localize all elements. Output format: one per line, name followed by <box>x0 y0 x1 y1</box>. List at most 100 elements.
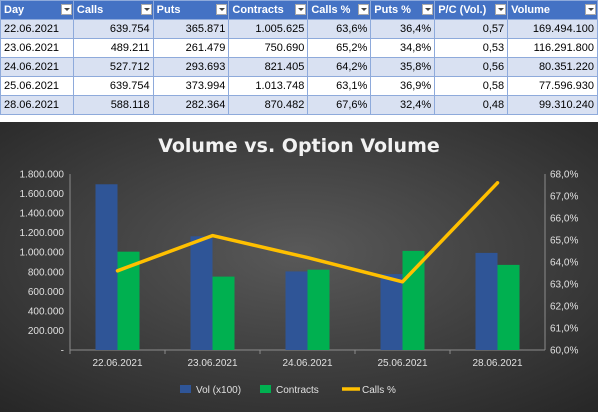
cell-puts[interactable]: 365.871 <box>152 19 230 39</box>
header-calls-pct[interactable]: Calls % <box>307 0 372 20</box>
line-point-calls-pct <box>401 280 404 284</box>
legend-label: Contracts <box>276 385 319 396</box>
header-label: P/C (Vol.) <box>438 4 487 16</box>
x-tick-label: 25.06.2021 <box>377 358 427 369</box>
plot-area: - 200.000 400.000 600.000 800.000 1.000.000 1.… <box>20 170 579 370</box>
cell-volume[interactable]: 77.596.930 <box>507 76 598 96</box>
legend-label: Vol (x100) <box>196 385 241 396</box>
header-day[interactable]: Day <box>0 0 74 20</box>
cell-volume[interactable]: 99.310.240 <box>507 95 598 115</box>
cell-puts[interactable]: 261.479 <box>152 38 230 58</box>
x-tick-label: 23.06.2021 <box>187 358 237 369</box>
cell-puts[interactable]: 373.994 <box>152 76 230 96</box>
table-row: 28.06.2021 588.118 282.364 870.482 67,6%… <box>0 95 598 115</box>
cell-volume[interactable]: 169.494.100 <box>507 19 598 39</box>
cell-contracts[interactable]: 1.005.625 <box>228 19 309 39</box>
cell-calls[interactable]: 588.118 <box>72 95 154 115</box>
filter-dropdown-icon[interactable] <box>140 4 152 15</box>
header-label: Puts <box>156 4 181 16</box>
header-calls[interactable]: Calls <box>72 0 154 20</box>
cell-volume[interactable]: 116.291.800 <box>507 38 598 58</box>
cell-pc-vol[interactable]: 0,48 <box>434 95 509 115</box>
combo-chart[interactable]: Volume vs. Option Volume - 200.000 400.000… <box>0 122 598 412</box>
cell-puts[interactable]: 293.693 <box>152 57 230 77</box>
chart-legend: Vol (x100) Contracts Calls % <box>180 385 396 396</box>
cell-contracts[interactable]: 1.013.748 <box>228 76 309 96</box>
cell-calls[interactable]: 527.712 <box>72 57 154 77</box>
y-left-tick-label: 1.600.000 <box>20 189 65 200</box>
y-right-tick-label: 67,0% <box>550 192 578 203</box>
filter-dropdown-icon[interactable] <box>585 4 596 15</box>
cell-contracts[interactable]: 750.690 <box>228 38 309 58</box>
y-right-tick-label: 65,0% <box>550 236 578 247</box>
filter-dropdown-icon[interactable] <box>216 4 228 15</box>
cell-pc-vol[interactable]: 0,58 <box>434 76 509 96</box>
header-contracts[interactable]: Contracts <box>228 0 309 20</box>
chart-canvas: Volume vs. Option Volume - 200.000 400.000… <box>0 122 598 412</box>
bar-contracts <box>402 250 425 350</box>
cell-puts-pct[interactable]: 32,4% <box>370 95 436 115</box>
cell-pc-vol[interactable]: 0,57 <box>434 19 509 39</box>
header-label: Calls <box>76 4 104 16</box>
data-table-region: Day Calls Puts Contracts Calls % Puts % … <box>0 0 598 122</box>
cell-puts-pct[interactable]: 35,8% <box>370 57 436 77</box>
x-tick-label: 28.06.2021 <box>472 358 522 369</box>
bar-vol-x100 <box>475 252 498 350</box>
y-right-tick-label: 60,0% <box>550 346 578 357</box>
y-left-tick-label: 1.000.000 <box>20 248 65 259</box>
x-tick-label: 24.06.2021 <box>282 358 332 369</box>
cell-calls[interactable]: 639.754 <box>72 76 154 96</box>
filter-dropdown-icon[interactable] <box>60 4 72 15</box>
cell-contracts[interactable]: 870.482 <box>228 95 309 115</box>
bar-vol-x100 <box>95 184 118 350</box>
y-left-tick-label: 400.000 <box>28 306 65 317</box>
table-row: 22.06.2021 639.754 365.871 1.005.625 63,… <box>0 19 598 39</box>
cell-day[interactable]: 25.06.2021 <box>0 76 74 96</box>
header-pc-vol[interactable]: P/C (Vol.) <box>434 0 509 20</box>
header-puts-pct[interactable]: Puts % <box>370 0 436 20</box>
cell-puts[interactable]: 282.364 <box>152 95 230 115</box>
y-left-tick-label: - <box>61 346 64 357</box>
table-header-row: Day Calls Puts Contracts Calls % Puts % … <box>0 0 598 20</box>
line-point-calls-pct <box>116 269 119 273</box>
bar-vol-x100 <box>380 274 403 350</box>
y-right-tick-label: 61,0% <box>550 324 578 335</box>
cell-calls-pct[interactable]: 65,2% <box>307 38 372 58</box>
bar-contracts <box>307 269 330 350</box>
cell-puts-pct[interactable]: 34,8% <box>370 38 436 58</box>
x-tick-label: 22.06.2021 <box>92 358 142 369</box>
cell-pc-vol[interactable]: 0,53 <box>434 38 509 58</box>
cell-calls[interactable]: 489.211 <box>72 38 154 58</box>
cell-calls-pct[interactable]: 63,1% <box>307 76 372 96</box>
cell-pc-vol[interactable]: 0,56 <box>434 57 509 77</box>
cell-day[interactable]: 23.06.2021 <box>0 38 74 58</box>
cell-calls-pct[interactable]: 67,6% <box>307 95 372 115</box>
bar-vol-x100 <box>285 271 308 350</box>
y-right-tick-label: 64,0% <box>550 258 578 269</box>
cell-calls-pct[interactable]: 63,6% <box>307 19 372 39</box>
cell-calls[interactable]: 639.754 <box>72 19 154 39</box>
y-right-tick-label: 62,0% <box>550 302 578 313</box>
cell-volume[interactable]: 80.351.220 <box>507 57 598 77</box>
table-row: 23.06.2021 489.211 261.479 750.690 65,2%… <box>0 38 598 58</box>
filter-dropdown-icon[interactable] <box>422 4 434 15</box>
cell-calls-pct[interactable]: 64,2% <box>307 57 372 77</box>
table-row: 24.06.2021 527.712 293.693 821.405 64,2%… <box>0 57 598 77</box>
legend-swatch <box>180 385 191 393</box>
options-data-table: Day Calls Puts Contracts Calls % Puts % … <box>0 0 598 115</box>
filter-dropdown-icon[interactable] <box>358 4 370 15</box>
cell-day[interactable]: 24.06.2021 <box>0 57 74 77</box>
filter-dropdown-icon[interactable] <box>295 4 307 15</box>
cell-day[interactable]: 28.06.2021 <box>0 95 74 115</box>
cell-puts-pct[interactable]: 36,9% <box>370 76 436 96</box>
cell-day[interactable]: 22.06.2021 <box>0 19 74 39</box>
cell-puts-pct[interactable]: 36,4% <box>370 19 436 39</box>
y-left-tick-label: 1.800.000 <box>20 170 65 181</box>
header-volume[interactable]: Volume <box>507 0 598 20</box>
legend-swatch <box>260 385 271 393</box>
bar-vol-x100 <box>190 236 213 350</box>
table-row: 25.06.2021 639.754 373.994 1.013.748 63,… <box>0 76 598 96</box>
filter-dropdown-icon[interactable] <box>495 4 507 15</box>
cell-contracts[interactable]: 821.405 <box>228 57 309 77</box>
header-puts[interactable]: Puts <box>152 0 230 20</box>
